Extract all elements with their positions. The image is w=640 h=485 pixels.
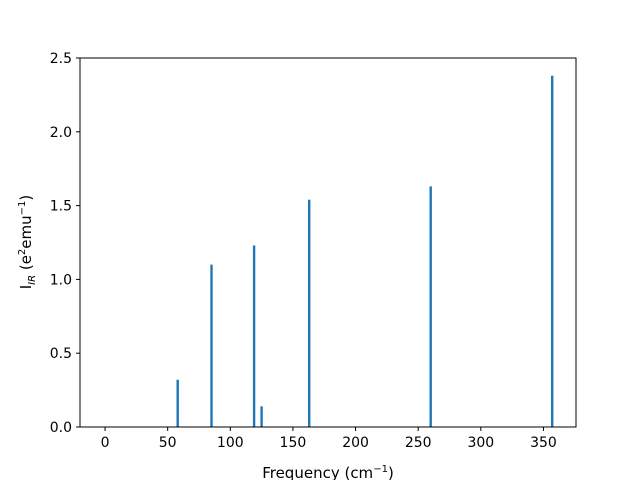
x-axis-label: Frequency (cm−1) bbox=[262, 464, 394, 480]
x-tick-label: 300 bbox=[467, 435, 494, 451]
bar bbox=[429, 186, 432, 427]
y-axis-label: IIR (e2emu−1) bbox=[17, 195, 38, 290]
y-axis-ticks: 0.0 0.5 1.0 1.5 2.0 2.5 bbox=[50, 51, 80, 436]
plot-frame bbox=[79, 57, 577, 428]
x-tick-label: 100 bbox=[217, 435, 244, 451]
x-tick-label: 350 bbox=[530, 435, 557, 451]
x-tick-label: 0 bbox=[101, 435, 110, 451]
bar bbox=[176, 379, 179, 427]
bar bbox=[551, 75, 554, 427]
bar bbox=[210, 264, 213, 427]
x-tick-label: 150 bbox=[280, 435, 307, 451]
x-tick-label: 250 bbox=[405, 435, 432, 451]
bar bbox=[260, 406, 263, 427]
y-tick-label: 1.0 bbox=[50, 272, 72, 288]
y-tick-label: 2.0 bbox=[50, 125, 72, 141]
x-tick-label: 50 bbox=[159, 435, 177, 451]
bar bbox=[308, 199, 311, 427]
bars-layer bbox=[176, 75, 554, 427]
y-tick-label: 0.0 bbox=[50, 420, 72, 436]
bar bbox=[252, 245, 256, 427]
y-tick-label: 2.5 bbox=[50, 51, 72, 67]
y-tick-label: 0.5 bbox=[50, 346, 72, 362]
y-tick-label: 1.5 bbox=[50, 199, 72, 215]
x-tick-label: 200 bbox=[342, 435, 369, 451]
x-axis-ticks: 0 50 100 150 200 250 300 350 bbox=[101, 427, 557, 451]
